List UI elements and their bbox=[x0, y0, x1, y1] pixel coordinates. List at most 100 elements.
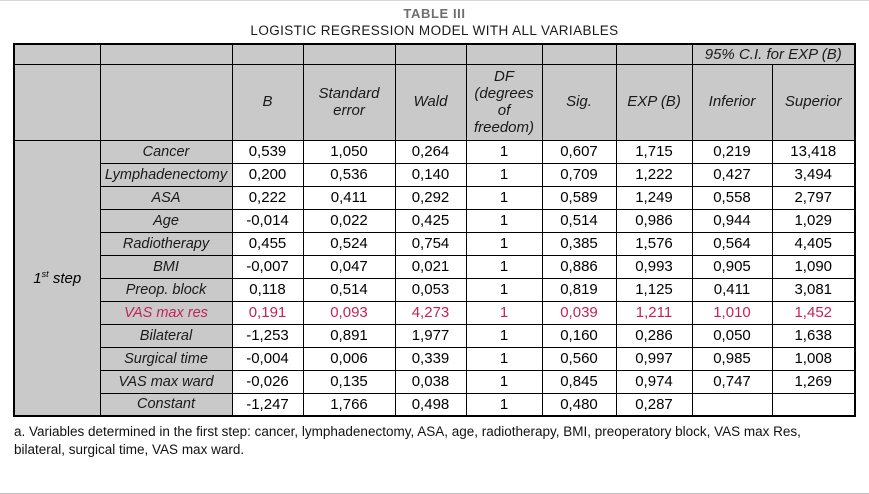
empty-header-cell bbox=[13, 43, 101, 65]
value-cell: 0,524 bbox=[302, 231, 396, 256]
value-cell bbox=[771, 392, 856, 417]
empty-header-cell bbox=[13, 63, 101, 141]
ci-header-cell: 95% C.I. for EXP (B) bbox=[691, 43, 856, 65]
value-cell: 1,222 bbox=[615, 162, 693, 187]
value-cell: 0,944 bbox=[691, 208, 773, 233]
col-header-df: DF (degrees of freedom) bbox=[465, 63, 543, 141]
col-header-std-error: Standard error bbox=[302, 63, 396, 141]
table-number: TABLE III bbox=[403, 6, 466, 21]
value-cell: -0,007 bbox=[231, 254, 304, 279]
table-row-highlighted: VAS max res 0,191 0,093 4,273 1 0,039 1,… bbox=[14, 300, 856, 325]
table-row: VAS max ward -0,026 0,135 0,038 1 0,845 … bbox=[14, 369, 856, 394]
value-cell: 0,539 bbox=[231, 139, 304, 164]
value-cell: -0,026 bbox=[231, 369, 304, 394]
value-cell: 0,264 bbox=[394, 139, 467, 164]
value-cell: 1 bbox=[465, 369, 543, 394]
table-row: Preop. block 0,118 0,514 0,053 1 0,819 1… bbox=[14, 277, 856, 302]
value-cell: 1 bbox=[465, 208, 543, 233]
col-header-superior: Superior bbox=[771, 63, 856, 141]
value-cell: 0,427 bbox=[691, 162, 773, 187]
value-cell: 0,891 bbox=[302, 323, 396, 348]
value-cell: 0,997 bbox=[615, 346, 693, 371]
value-cell: 1,452 bbox=[771, 300, 856, 325]
row-label: Cancer bbox=[99, 139, 233, 164]
table-subtitle: LOGISTIC REGRESSION MODEL WITH ALL VARIA… bbox=[250, 23, 619, 38]
value-cell: 1,715 bbox=[615, 139, 693, 164]
empty-header-cell bbox=[541, 43, 617, 65]
value-cell: 0,140 bbox=[394, 162, 467, 187]
value-cell: 0,985 bbox=[691, 346, 773, 371]
value-cell: 1,050 bbox=[302, 139, 396, 164]
empty-header-cell bbox=[615, 43, 693, 65]
value-cell: -1,247 bbox=[231, 392, 304, 417]
value-cell: 0,200 bbox=[231, 162, 304, 187]
table-row: Bilateral -1,253 0,891 1,977 1 0,160 0,2… bbox=[14, 323, 856, 348]
value-cell: 1,638 bbox=[771, 323, 856, 348]
value-cell: 0,339 bbox=[394, 346, 467, 371]
empty-header-cell bbox=[99, 63, 233, 141]
value-cell: 0,589 bbox=[541, 185, 617, 210]
value-cell: 0,286 bbox=[615, 323, 693, 348]
empty-header-cell bbox=[99, 43, 233, 65]
empty-header-cell bbox=[302, 43, 396, 65]
value-cell: 0,287 bbox=[615, 392, 693, 417]
value-cell: 0,053 bbox=[394, 277, 467, 302]
value-cell: 0,558 bbox=[691, 185, 773, 210]
value-cell: 0,038 bbox=[394, 369, 467, 394]
value-cell: 0,974 bbox=[615, 369, 693, 394]
value-cell: 4,273 bbox=[394, 300, 467, 325]
col-header-b: B bbox=[231, 63, 304, 141]
value-cell: 1,090 bbox=[771, 254, 856, 279]
value-cell: 1,125 bbox=[615, 277, 693, 302]
value-cell: 1,249 bbox=[615, 185, 693, 210]
value-cell: 1 bbox=[465, 139, 543, 164]
value-cell: 1 bbox=[465, 392, 543, 417]
value-cell: 0,886 bbox=[541, 254, 617, 279]
row-label: VAS max ward bbox=[99, 369, 233, 394]
col-header-inferior: Inferior bbox=[691, 63, 773, 141]
value-cell: 0,191 bbox=[231, 300, 304, 325]
value-cell: 0,536 bbox=[302, 162, 396, 187]
value-cell: 1,010 bbox=[691, 300, 773, 325]
value-cell: 0,411 bbox=[302, 185, 396, 210]
value-cell: 0,093 bbox=[302, 300, 396, 325]
value-cell: -0,014 bbox=[231, 208, 304, 233]
value-cell: 1 bbox=[465, 185, 543, 210]
value-cell: 0,845 bbox=[541, 369, 617, 394]
value-cell: 1 bbox=[465, 162, 543, 187]
value-cell: 0,006 bbox=[302, 346, 396, 371]
value-cell: 1,576 bbox=[615, 231, 693, 256]
value-cell bbox=[691, 392, 773, 417]
table-row: Surgical time -0,004 0,006 0,339 1 0,560… bbox=[14, 346, 856, 371]
value-cell: 1,766 bbox=[302, 392, 396, 417]
step-word: step bbox=[48, 269, 82, 287]
value-cell: 1,008 bbox=[771, 346, 856, 371]
value-cell: 0,455 bbox=[231, 231, 304, 256]
regression-table: 95% C.I. for EXP (B) B Standard error Wa… bbox=[13, 43, 856, 417]
value-cell: -0,004 bbox=[231, 346, 304, 371]
value-cell: 1 bbox=[465, 300, 543, 325]
value-cell: 0,564 bbox=[691, 231, 773, 256]
empty-header-cell bbox=[465, 43, 543, 65]
row-label: Surgical time bbox=[99, 346, 233, 371]
value-cell: 0,905 bbox=[691, 254, 773, 279]
row-label: Bilateral bbox=[99, 323, 233, 348]
value-cell: 0,021 bbox=[394, 254, 467, 279]
value-cell: 1,211 bbox=[615, 300, 693, 325]
value-cell: 0,560 bbox=[541, 346, 617, 371]
value-cell: 0,292 bbox=[394, 185, 467, 210]
value-cell: 3,081 bbox=[771, 277, 856, 302]
value-cell: 0,498 bbox=[394, 392, 467, 417]
table-title-block: TABLE III LOGISTIC REGRESSION MODEL WITH… bbox=[0, 1, 869, 38]
value-cell: 13,418 bbox=[771, 139, 856, 164]
value-cell: -1,253 bbox=[231, 323, 304, 348]
value-cell: 1,977 bbox=[394, 323, 467, 348]
table-footnote: a. Variables determined in the first ste… bbox=[14, 424, 801, 458]
row-label: Lymphadenectomy bbox=[99, 162, 233, 187]
value-cell: 4,405 bbox=[771, 231, 856, 256]
col-header-sig: Sig. bbox=[541, 63, 617, 141]
value-cell: 0,118 bbox=[231, 277, 304, 302]
table-row: 1st step Cancer 0,539 1,050 0,264 1 0,60… bbox=[13, 139, 856, 417]
value-cell: 0,222 bbox=[231, 185, 304, 210]
ci-header-row: 95% C.I. for EXP (B) bbox=[13, 43, 856, 65]
